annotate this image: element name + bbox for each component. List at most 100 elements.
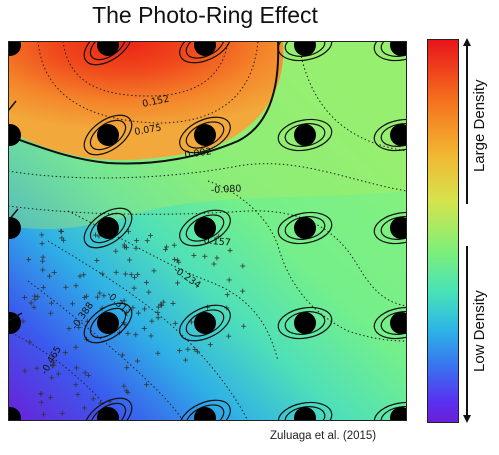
scatter-cross: [170, 300, 176, 306]
ring-marker: [179, 399, 231, 421]
scatter-cross: [155, 350, 161, 356]
scatter-cross: [73, 382, 79, 388]
ring-marker: [373, 118, 407, 152]
ring-marker: [83, 207, 133, 249]
scatter-cross: [26, 257, 32, 263]
ring-marker: [373, 306, 407, 340]
contour-label: 0.002: [184, 146, 212, 161]
scatter-cross: [185, 346, 191, 352]
scatter-cross: [38, 399, 44, 405]
plot-frame: [8, 41, 407, 421]
scatter-cross: [51, 269, 57, 275]
ring-markers: [8, 41, 407, 421]
scatter-cross: [20, 318, 26, 324]
scatter-cross: [133, 332, 139, 338]
scatter-cross: [73, 283, 79, 289]
scatter-cross: [101, 293, 107, 299]
scatter-cross: [40, 284, 46, 290]
scatter-cross: [121, 383, 127, 389]
scatter-cross: [94, 257, 100, 263]
ring-marker: [277, 306, 333, 340]
scatter-cross: [176, 259, 182, 265]
scatter-cross: [34, 365, 40, 371]
scatter-cross: [28, 300, 34, 306]
scatter-cross: [47, 273, 53, 279]
scatter-cross: [82, 370, 88, 376]
scatter-cross: [224, 292, 230, 298]
scatter-cross: [126, 257, 132, 263]
zero-contour: [8, 41, 280, 165]
ring-marker: [277, 401, 333, 421]
scatter-cross: [144, 382, 150, 388]
scatter-cross: [211, 261, 217, 267]
scatter-cross: [148, 333, 154, 339]
ring-marker: [179, 116, 231, 154]
scatter-cross: [155, 310, 161, 316]
scatter-cross: [195, 349, 201, 355]
scatter-cross: [202, 253, 208, 259]
scatter-cross: [48, 310, 54, 316]
scatter-cross: [119, 352, 125, 358]
scatter-cross: [22, 368, 28, 374]
scatter-cross: [99, 271, 105, 277]
scatter-cross: [214, 255, 220, 261]
scatter-cross: [62, 350, 68, 356]
contour-label: -0.080: [211, 183, 242, 196]
ring-marker: [373, 401, 407, 421]
scatter-cross: [159, 302, 165, 308]
scatter-cross: [128, 272, 134, 278]
scatter-cross: [130, 305, 136, 311]
contour-label: 0.075: [134, 122, 163, 138]
scatter-cross: [133, 245, 139, 251]
scatter-cross: [148, 232, 154, 238]
scatter-cross: [226, 277, 232, 283]
scatter-cross: [77, 273, 83, 279]
scatter-cross: [131, 285, 137, 291]
colorbar-arrows: [463, 38, 471, 423]
scatter-cross: [123, 388, 129, 394]
scatter-cross: [76, 325, 82, 331]
ring-marker: [373, 211, 407, 245]
ring-marker: [83, 397, 133, 421]
scatter-cross: [63, 284, 69, 290]
scatter-cross: [177, 348, 183, 354]
scatter-cross: [121, 298, 127, 304]
scatter-cross: [69, 301, 75, 307]
scatter-cross: [81, 405, 87, 411]
scatter-cross: [175, 280, 181, 286]
ring-marker: [277, 118, 333, 152]
scatter-cross: [39, 232, 45, 238]
scatter-cross: [227, 247, 233, 253]
scatter-cross: [207, 342, 213, 348]
scatter-cross: [172, 257, 178, 263]
scatter-cross: [135, 271, 141, 277]
scatter-cross: [48, 300, 54, 306]
density-map: 0.152 0.075 0.002 -0.080 -0.157 -0.234 -…: [8, 41, 407, 421]
ring-marker: [277, 41, 333, 62]
scatter-cross: [55, 371, 61, 377]
scatter-cross: [192, 346, 198, 352]
scatter-cross: [41, 411, 47, 417]
scatter-cross: [226, 333, 232, 339]
edge-tick: [8, 208, 19, 222]
scatter-cross: [149, 318, 155, 324]
scatter-cross: [85, 373, 91, 379]
scatter-cross: [113, 269, 119, 275]
scatter-cross: [151, 268, 157, 274]
ring-marker: [8, 217, 21, 239]
scatter-cross: [125, 330, 131, 336]
scatter-cross: [134, 358, 140, 364]
colorbar: [427, 39, 459, 423]
edge-tick: [8, 312, 23, 322]
scatter-cross: [125, 229, 131, 235]
scatter-cross: [81, 272, 87, 278]
ring-marker: [179, 209, 231, 247]
colorbar-label-low: Low Density: [471, 290, 488, 372]
scatter-cross: [136, 310, 142, 316]
ring-marker: [8, 407, 21, 421]
scatter-cross: [143, 280, 149, 286]
scatter-cross: [35, 294, 41, 300]
scatter-cross: [158, 301, 164, 307]
scatter-cross: [40, 258, 46, 264]
scatter-cross: [191, 252, 197, 258]
